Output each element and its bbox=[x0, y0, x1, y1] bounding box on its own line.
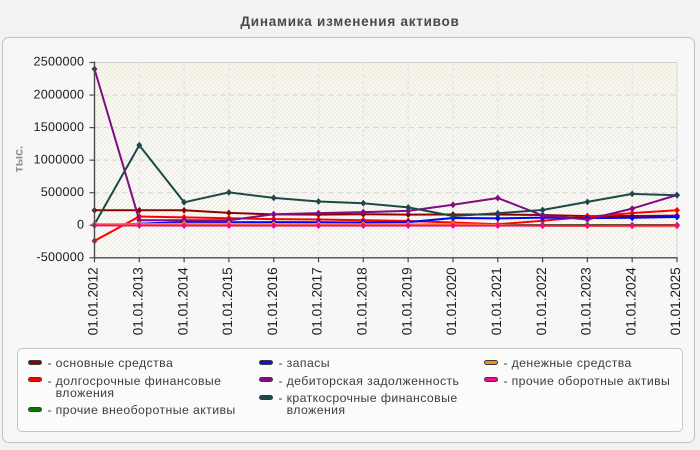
svg-text:01.01.2013: 01.01.2013 bbox=[131, 267, 146, 335]
svg-text:01.01.2016: 01.01.2016 bbox=[265, 267, 280, 335]
svg-text:01.01.2019: 01.01.2019 bbox=[399, 267, 414, 335]
svg-text:1000000: 1000000 bbox=[34, 152, 85, 166]
svg-text:01.01.2012: 01.01.2012 bbox=[86, 267, 101, 335]
svg-text:01.01.2021: 01.01.2021 bbox=[489, 267, 504, 335]
svg-text:01.01.2023: 01.01.2023 bbox=[579, 267, 594, 335]
svg-text:тыс.: тыс. bbox=[12, 146, 26, 173]
svg-text:01.01.2015: 01.01.2015 bbox=[220, 267, 235, 335]
svg-text:01.01.2022: 01.01.2022 bbox=[534, 267, 549, 335]
svg-text:500000: 500000 bbox=[41, 185, 85, 199]
svg-text:2000000: 2000000 bbox=[34, 87, 85, 101]
svg-text:0: 0 bbox=[77, 217, 84, 231]
svg-text:01.01.2020: 01.01.2020 bbox=[444, 267, 459, 335]
svg-text:01.01.2024: 01.01.2024 bbox=[623, 267, 638, 335]
svg-text:1500000: 1500000 bbox=[34, 120, 85, 134]
svg-text:01.01.2014: 01.01.2014 bbox=[175, 267, 190, 335]
svg-text:-500000: -500000 bbox=[36, 250, 84, 264]
svg-text:01.01.2018: 01.01.2018 bbox=[355, 267, 370, 335]
svg-text:01.01.2025: 01.01.2025 bbox=[668, 267, 683, 335]
svg-text:01.01.2017: 01.01.2017 bbox=[310, 267, 325, 335]
svg-text:2500000: 2500000 bbox=[34, 55, 85, 69]
